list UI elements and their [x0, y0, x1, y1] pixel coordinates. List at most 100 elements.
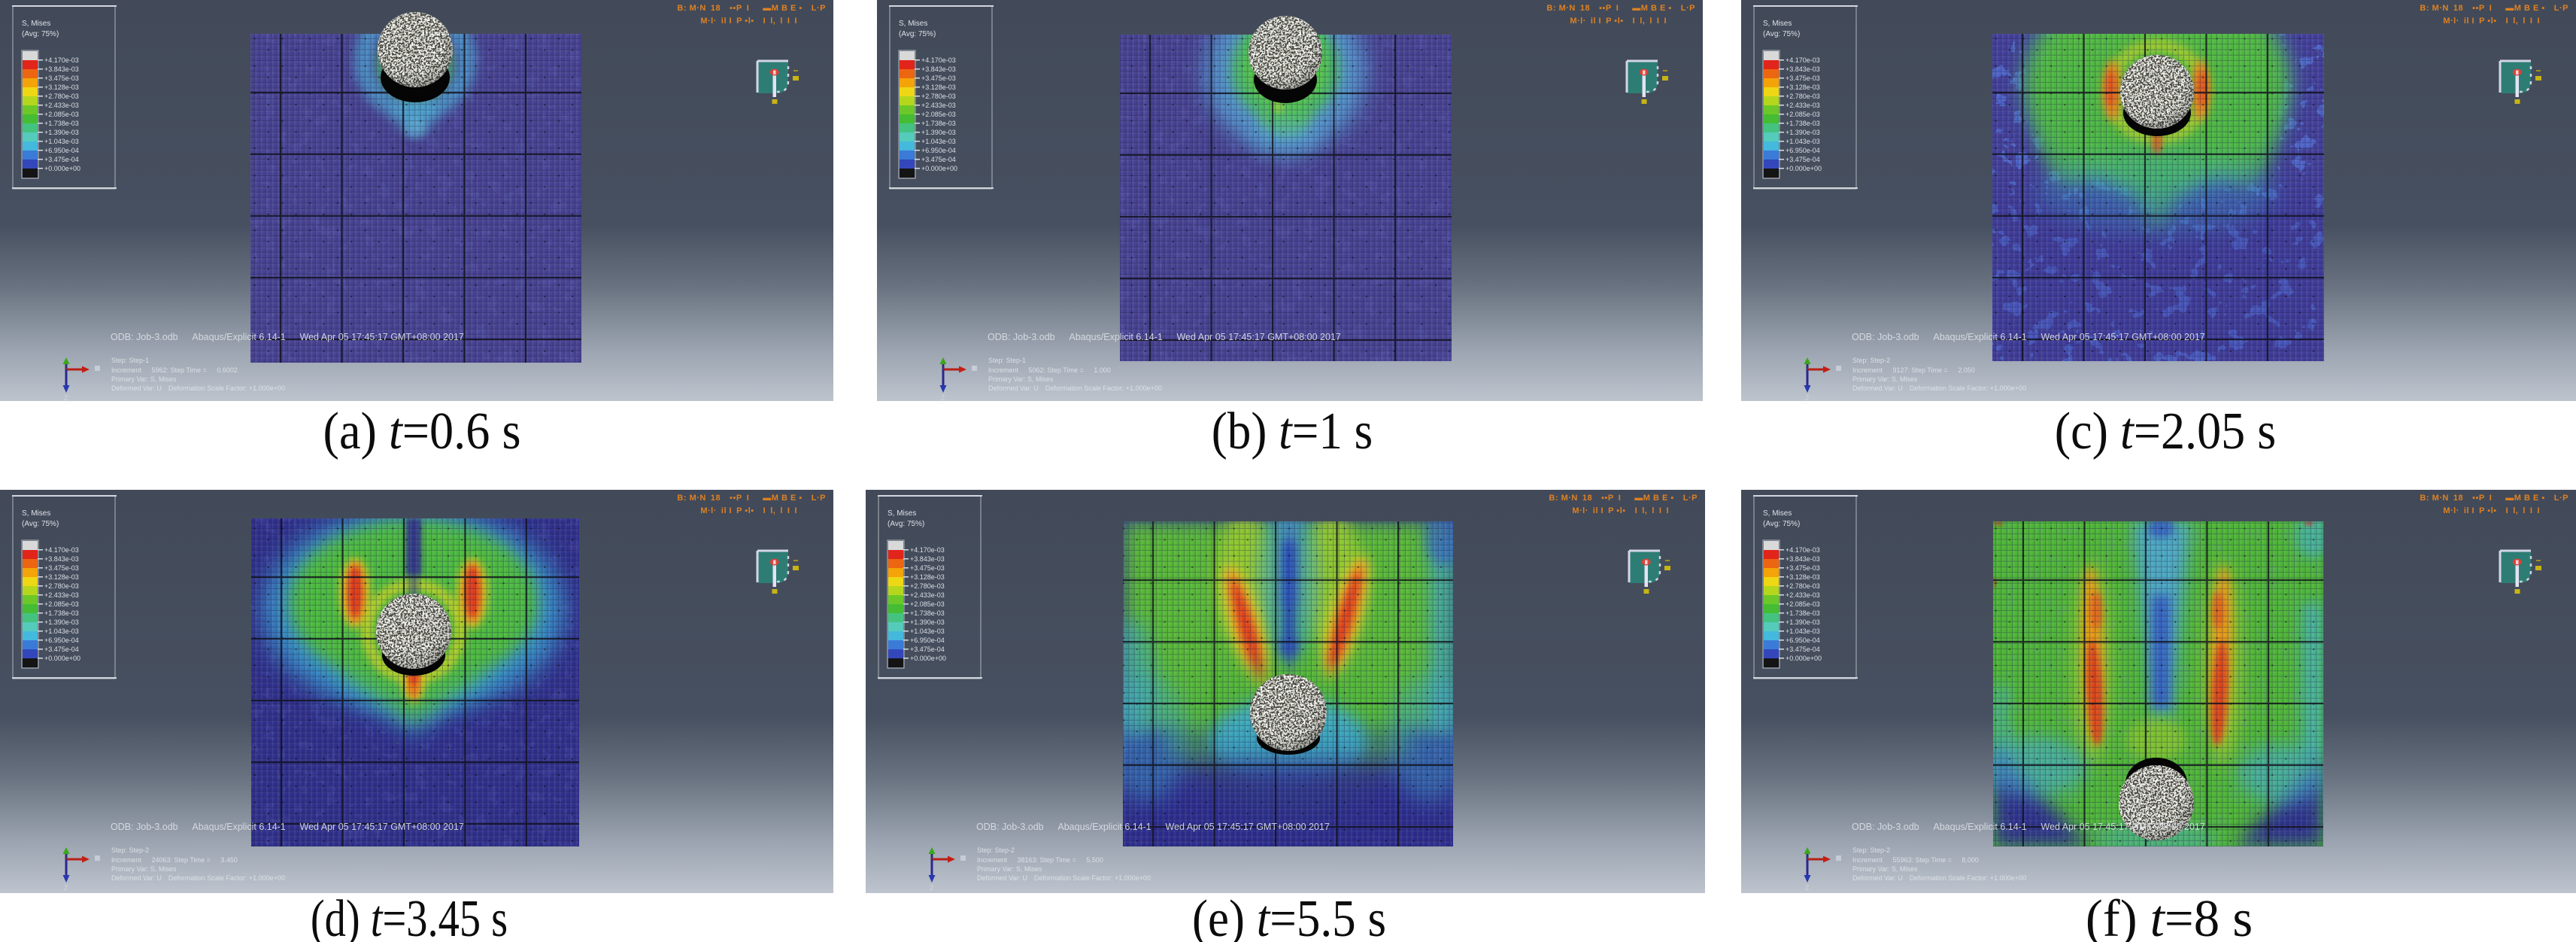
svg-text:+3.843e-03: +3.843e-03 — [44, 555, 79, 563]
svg-text:+1.043e-03: +1.043e-03 — [44, 627, 79, 635]
svg-text:Increment 9127: Step Time =: Increment 9127: Step Time = 2.050 — [1852, 366, 1975, 374]
svg-text:+3.128e-03: +3.128e-03 — [44, 573, 79, 581]
svg-text:+1.738e-03: +1.738e-03 — [910, 609, 945, 617]
svg-text:+1.738e-03: +1.738e-03 — [44, 120, 79, 127]
svg-text:+6.950e-04: +6.950e-04 — [44, 637, 79, 644]
svg-text:+4.170e-03: +4.170e-03 — [44, 546, 79, 554]
svg-text:Step: Step-2: Step: Step-2 — [1852, 846, 1890, 854]
svg-text:+3.475e-03: +3.475e-03 — [44, 564, 79, 572]
svg-text:+3.475e-04: +3.475e-04 — [44, 646, 79, 653]
svg-text:Deformed Var: U Deformation S: Deformed Var: U Deformation Scale Factor… — [111, 874, 285, 882]
svg-text:Deformed Var: U Deformation S: Deformed Var: U Deformation Scale Factor… — [1852, 384, 2026, 392]
svg-text:+3.128e-03: +3.128e-03 — [1786, 573, 1820, 581]
svg-text:+3.128e-03: +3.128e-03 — [1786, 84, 1820, 91]
svg-text:+3.475e-04: +3.475e-04 — [921, 156, 956, 163]
svg-text:(Avg: 75%): (Avg: 75%) — [22, 520, 59, 528]
svg-text:+3.843e-03: +3.843e-03 — [1786, 555, 1820, 563]
svg-text:+2.780e-03: +2.780e-03 — [910, 582, 945, 590]
svg-text:+4.170e-03: +4.170e-03 — [1786, 546, 1820, 554]
svg-text:B: M·N 18 ▪▪P I ▬M B E ▪ L: B: M·N 18 ▪▪P I ▬M B E ▪ L·P — [2420, 494, 2568, 503]
svg-text:+2.433e-03: +2.433e-03 — [1786, 102, 1820, 109]
svg-text:+1.738e-03: +1.738e-03 — [921, 120, 956, 127]
svg-text:Primary Var: S, Mises: Primary Var: S, Mises — [1852, 865, 1918, 873]
svg-text:B: M·N 18 ▪▪P I ▬M B E ▪ L: B: M·N 18 ▪▪P I ▬M B E ▪ L·P — [677, 4, 826, 13]
svg-text:Z: Z — [941, 394, 945, 401]
svg-text:+2.780e-03: +2.780e-03 — [1786, 582, 1820, 590]
svg-text:+3.843e-03: +3.843e-03 — [910, 555, 945, 563]
svg-text:+0.000e+00: +0.000e+00 — [921, 165, 957, 172]
svg-text:B: M·N 18 ▪▪P I ▬M B E ▪ L: B: M·N 18 ▪▪P I ▬M B E ▪ L·P — [677, 494, 826, 503]
svg-text:+2.433e-03: +2.433e-03 — [1786, 591, 1820, 599]
svg-text:+2.433e-03: +2.433e-03 — [910, 591, 945, 599]
svg-text:+6.950e-04: +6.950e-04 — [921, 147, 956, 154]
svg-text:+1.390e-03: +1.390e-03 — [1786, 618, 1820, 626]
svg-text:S, Mises: S, Mises — [22, 20, 50, 28]
svg-text:+2.085e-03: +2.085e-03 — [1786, 600, 1820, 608]
svg-text:+2.085e-03: +2.085e-03 — [44, 600, 79, 608]
svg-text:+0.000e+00: +0.000e+00 — [1786, 165, 1822, 172]
svg-text:+2.780e-03: +2.780e-03 — [921, 93, 956, 100]
svg-text:+3.128e-03: +3.128e-03 — [921, 84, 956, 91]
svg-text:+3.475e-04: +3.475e-04 — [1786, 156, 1820, 163]
svg-text:+4.170e-03: +4.170e-03 — [910, 546, 945, 554]
svg-text:ODB: Job-3.odb Abaqus/Explic: ODB: Job-3.odb Abaqus/Explicit 6.14-1 We… — [988, 332, 1341, 342]
svg-text:+4.170e-03: +4.170e-03 — [921, 56, 956, 64]
svg-text:Deformed Var: U Deformation S: Deformed Var: U Deformation Scale Factor… — [977, 874, 1151, 882]
svg-text:+3.475e-03: +3.475e-03 — [910, 564, 945, 572]
svg-text:+1.390e-03: +1.390e-03 — [910, 618, 945, 626]
svg-text:Primary Var: S, Mises: Primary Var: S, Mises — [977, 865, 1042, 873]
svg-text:Step: Step-2: Step: Step-2 — [977, 846, 1015, 854]
svg-text:Step: Step-1: Step: Step-1 — [111, 357, 149, 364]
svg-text:Z: Z — [930, 884, 934, 892]
svg-text:S, Mises: S, Mises — [887, 509, 916, 518]
svg-text:+0.000e+00: +0.000e+00 — [910, 655, 946, 662]
svg-text:+2.433e-03: +2.433e-03 — [44, 102, 79, 109]
svg-text:M·l· il I P ▪l▪ I l, l I I: M·l· il I P ▪l▪ I l, l I I — [2443, 17, 2540, 26]
svg-text:+2.780e-03: +2.780e-03 — [44, 93, 79, 100]
svg-text:+1.390e-03: +1.390e-03 — [44, 618, 79, 626]
svg-text:Step: Step-2: Step: Step-2 — [1852, 357, 1890, 364]
svg-text:+2.780e-03: +2.780e-03 — [44, 582, 79, 590]
svg-text:Primary Var: S, Mises: Primary Var: S, Mises — [111, 375, 177, 383]
svg-text:+3.475e-03: +3.475e-03 — [1786, 564, 1820, 572]
svg-text:Increment 5062: Step Time =: Increment 5062: Step Time = 1.000 — [988, 366, 1111, 374]
svg-text:+2.085e-03: +2.085e-03 — [921, 111, 956, 118]
svg-text:Primary Var: S, Mises: Primary Var: S, Mises — [1852, 375, 1918, 383]
svg-text:+6.950e-04: +6.950e-04 — [44, 147, 79, 154]
svg-text:B: M·N 18 ▪▪P I ▬M B E ▪ L: B: M·N 18 ▪▪P I ▬M B E ▪ L·P — [2420, 4, 2568, 13]
svg-text:Z: Z — [1805, 394, 1810, 401]
svg-text:(Avg: 75%): (Avg: 75%) — [899, 30, 936, 38]
svg-text:+3.843e-03: +3.843e-03 — [921, 65, 956, 73]
svg-text:S, Mises: S, Mises — [899, 20, 927, 28]
svg-text:+6.950e-04: +6.950e-04 — [1786, 637, 1820, 644]
svg-text:Deformed Var: U Deformation S: Deformed Var: U Deformation Scale Factor… — [1852, 874, 2026, 882]
svg-text:ODB: Job-3.odb Abaqus/Explic: ODB: Job-3.odb Abaqus/Explicit 6.14-1 We… — [1852, 332, 2205, 342]
svg-text:+3.128e-03: +3.128e-03 — [44, 84, 79, 91]
svg-text:Increment 38163: Step Time =: Increment 38163: Step Time = 5.500 — [977, 856, 1103, 864]
svg-text:+3.843e-03: +3.843e-03 — [44, 65, 79, 73]
svg-text:+3.475e-03: +3.475e-03 — [1786, 74, 1820, 82]
svg-text:Increment 5962: Step Time =: Increment 5962: Step Time = 0.6002 — [111, 366, 238, 374]
svg-text:(Avg: 75%): (Avg: 75%) — [1763, 30, 1800, 38]
svg-text:Increment 24063: Step Time =: Increment 24063: Step Time = 3.450 — [111, 856, 238, 864]
svg-text:Z: Z — [64, 394, 68, 401]
svg-text:(Avg: 75%): (Avg: 75%) — [22, 30, 59, 38]
svg-text:+1.043e-03: +1.043e-03 — [1786, 138, 1820, 145]
svg-text:+3.475e-04: +3.475e-04 — [44, 156, 79, 163]
svg-text:Z: Z — [1805, 884, 1810, 892]
svg-text:M·l· il I P ▪l▪ I l, l I I: M·l· il I P ▪l▪ I l, l I I — [700, 17, 797, 26]
svg-text:Step: Step-1: Step: Step-1 — [988, 357, 1026, 364]
svg-text:+3.475e-03: +3.475e-03 — [921, 74, 956, 82]
svg-text:Deformed Var: U Deformation S: Deformed Var: U Deformation Scale Factor… — [111, 384, 285, 392]
svg-text:+0.000e+00: +0.000e+00 — [44, 165, 80, 172]
svg-text:Primary Var: S, Mises: Primary Var: S, Mises — [111, 865, 177, 873]
svg-text:+1.738e-03: +1.738e-03 — [1786, 609, 1820, 617]
svg-text:+6.950e-04: +6.950e-04 — [910, 637, 945, 644]
svg-text:+1.043e-03: +1.043e-03 — [921, 138, 956, 145]
svg-text:+0.000e+00: +0.000e+00 — [44, 655, 80, 662]
svg-text:+3.475e-03: +3.475e-03 — [44, 74, 79, 82]
svg-text:+2.433e-03: +2.433e-03 — [921, 102, 956, 109]
svg-text:Primary Var: S, Mises: Primary Var: S, Mises — [988, 375, 1054, 383]
svg-text:M·l· il I P ▪l▪ I l, l I I: M·l· il I P ▪l▪ I l, l I I — [1570, 17, 1667, 26]
svg-text:M·l· il I P ▪l▪ I l, l I I: M·l· il I P ▪l▪ I l, l I I — [1572, 506, 1669, 515]
